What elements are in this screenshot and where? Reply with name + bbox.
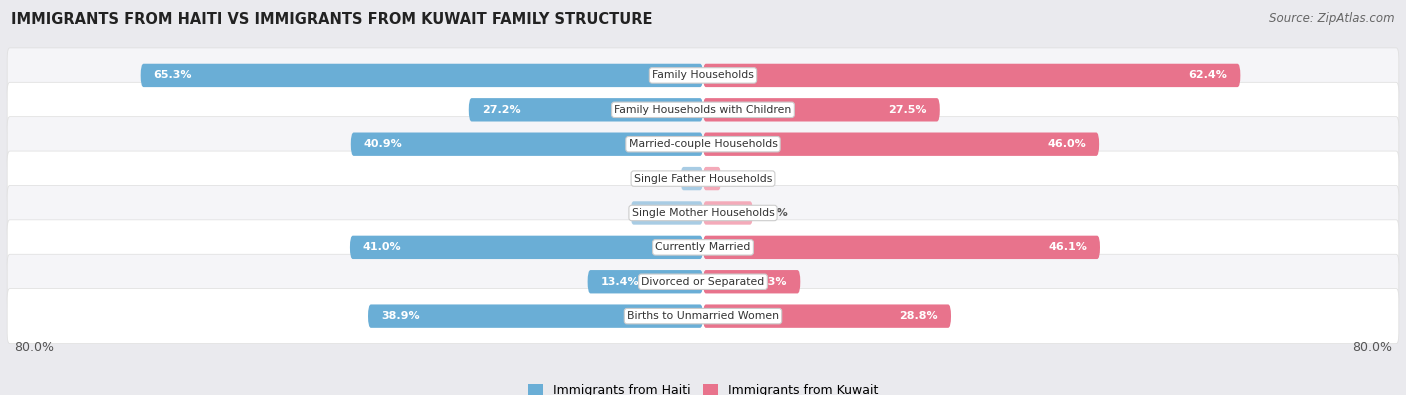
FancyBboxPatch shape: [703, 132, 1099, 156]
FancyBboxPatch shape: [7, 289, 1399, 344]
FancyBboxPatch shape: [681, 167, 703, 190]
Text: Family Households with Children: Family Households with Children: [614, 105, 792, 115]
Text: 65.3%: 65.3%: [153, 70, 193, 81]
Text: Divorced or Separated: Divorced or Separated: [641, 277, 765, 287]
Text: 38.9%: 38.9%: [381, 311, 419, 321]
Text: IMMIGRANTS FROM HAITI VS IMMIGRANTS FROM KUWAIT FAMILY STRUCTURE: IMMIGRANTS FROM HAITI VS IMMIGRANTS FROM…: [11, 12, 652, 27]
Text: 8.4%: 8.4%: [644, 208, 675, 218]
FancyBboxPatch shape: [7, 82, 1399, 137]
Text: 27.5%: 27.5%: [889, 105, 927, 115]
FancyBboxPatch shape: [368, 305, 703, 328]
FancyBboxPatch shape: [7, 48, 1399, 103]
FancyBboxPatch shape: [703, 270, 800, 293]
Text: Married-couple Households: Married-couple Households: [628, 139, 778, 149]
FancyBboxPatch shape: [7, 151, 1399, 206]
Text: 28.8%: 28.8%: [900, 311, 938, 321]
FancyBboxPatch shape: [703, 64, 1240, 87]
FancyBboxPatch shape: [7, 254, 1399, 309]
FancyBboxPatch shape: [703, 201, 754, 225]
Text: Single Mother Households: Single Mother Households: [631, 208, 775, 218]
FancyBboxPatch shape: [631, 201, 703, 225]
FancyBboxPatch shape: [468, 98, 703, 122]
Text: 11.3%: 11.3%: [749, 277, 787, 287]
Text: Births to Unmarried Women: Births to Unmarried Women: [627, 311, 779, 321]
FancyBboxPatch shape: [350, 132, 703, 156]
FancyBboxPatch shape: [350, 236, 703, 259]
Text: 2.6%: 2.6%: [645, 173, 676, 184]
FancyBboxPatch shape: [7, 186, 1399, 241]
Text: 13.4%: 13.4%: [600, 277, 640, 287]
Text: 62.4%: 62.4%: [1188, 70, 1227, 81]
Text: Source: ZipAtlas.com: Source: ZipAtlas.com: [1270, 12, 1395, 25]
Text: 80.0%: 80.0%: [14, 341, 53, 354]
FancyBboxPatch shape: [703, 98, 939, 122]
FancyBboxPatch shape: [141, 64, 703, 87]
Text: Single Father Households: Single Father Households: [634, 173, 772, 184]
FancyBboxPatch shape: [7, 220, 1399, 275]
Text: 5.8%: 5.8%: [758, 208, 787, 218]
FancyBboxPatch shape: [7, 117, 1399, 172]
FancyBboxPatch shape: [703, 305, 950, 328]
Text: 80.0%: 80.0%: [1353, 341, 1392, 354]
Text: 27.2%: 27.2%: [482, 105, 520, 115]
Text: 46.1%: 46.1%: [1049, 243, 1087, 252]
FancyBboxPatch shape: [703, 236, 1099, 259]
Text: Family Households: Family Households: [652, 70, 754, 81]
FancyBboxPatch shape: [703, 167, 721, 190]
Text: 40.9%: 40.9%: [364, 139, 402, 149]
Text: Currently Married: Currently Married: [655, 243, 751, 252]
FancyBboxPatch shape: [588, 270, 703, 293]
Legend: Immigrants from Haiti, Immigrants from Kuwait: Immigrants from Haiti, Immigrants from K…: [523, 379, 883, 395]
Text: 41.0%: 41.0%: [363, 243, 402, 252]
Text: 2.1%: 2.1%: [725, 173, 756, 184]
Text: 46.0%: 46.0%: [1047, 139, 1087, 149]
